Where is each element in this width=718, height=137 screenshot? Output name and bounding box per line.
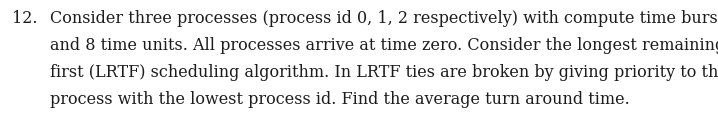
Text: first (LRTF) scheduling algorithm. In LRTF ties are broken by giving priority to: first (LRTF) scheduling algorithm. In LR… — [50, 64, 718, 81]
Text: 12.: 12. — [12, 10, 42, 27]
Text: process with the lowest process id. Find the average turn around time.: process with the lowest process id. Find… — [50, 91, 630, 108]
Text: Consider three processes (process id 0, 1, 2 respectively) with compute time bur: Consider three processes (process id 0, … — [50, 10, 718, 27]
Text: and 8 time units. All processes arrive at time zero. Consider the longest remain: and 8 time units. All processes arrive a… — [50, 37, 718, 54]
